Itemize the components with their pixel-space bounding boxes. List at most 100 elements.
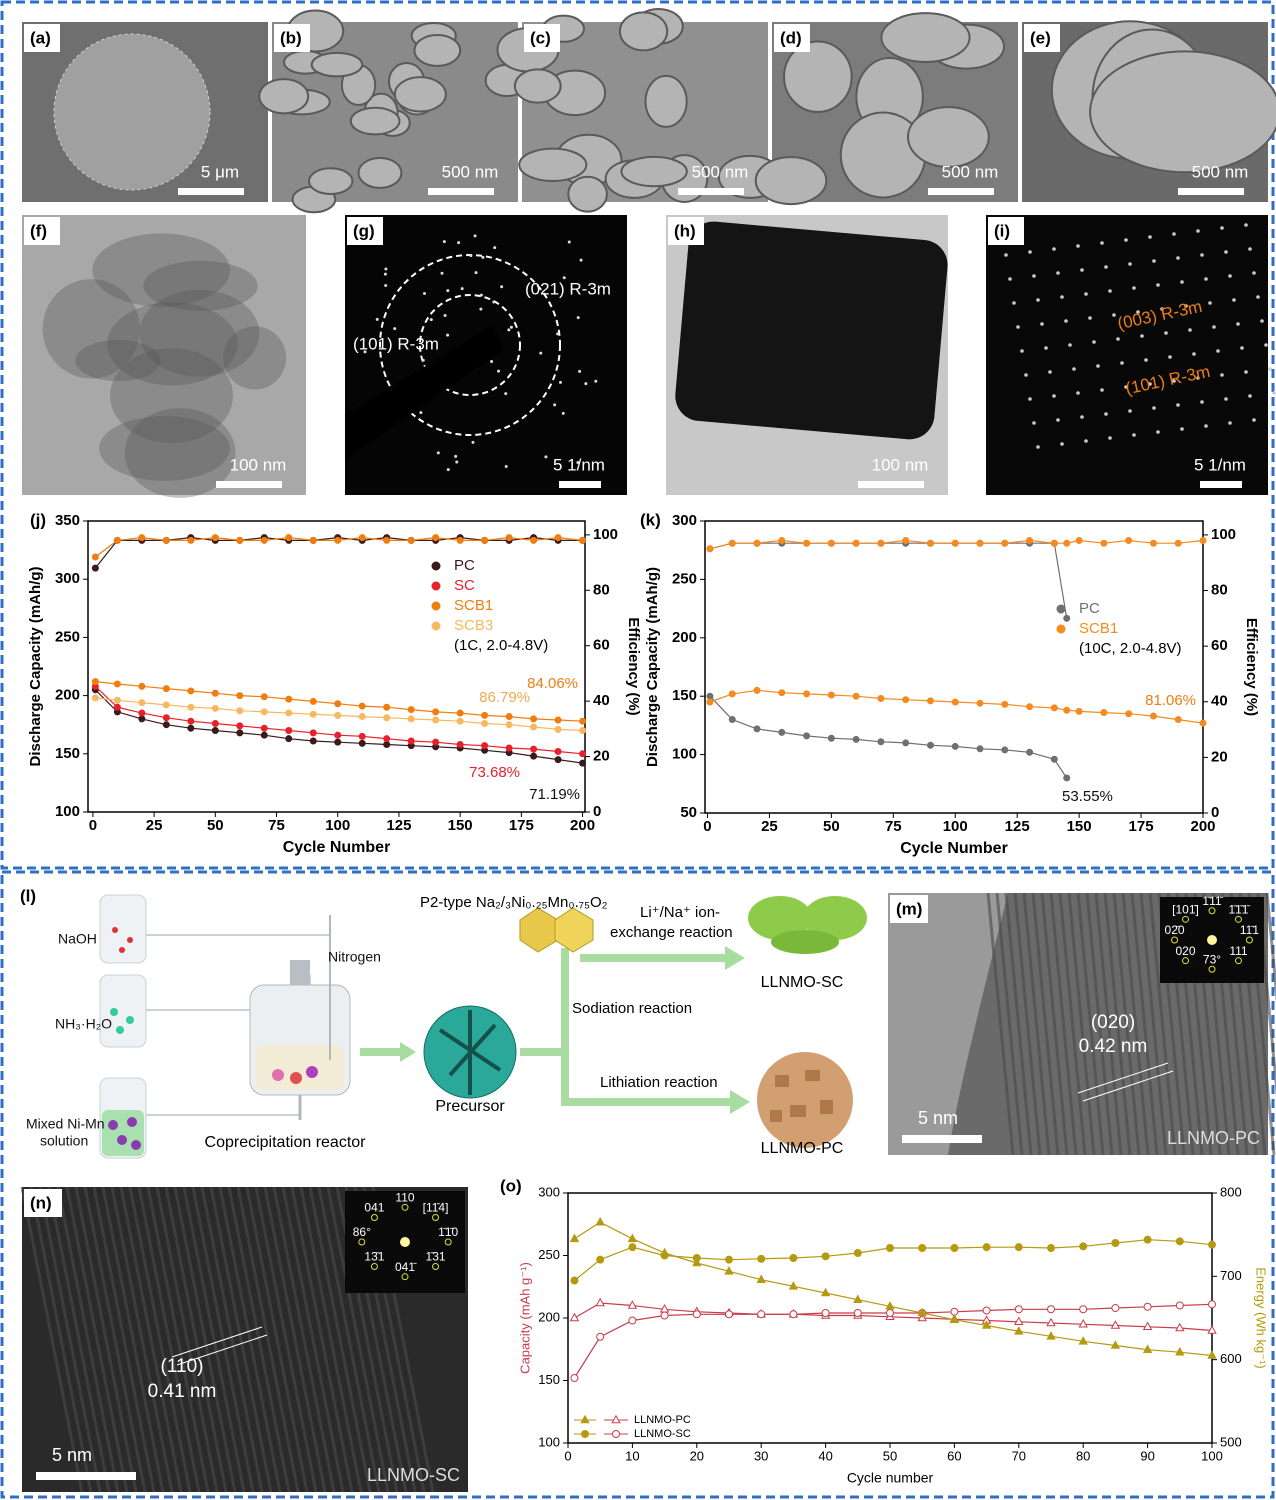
marker xyxy=(139,683,145,689)
marker xyxy=(878,739,884,745)
legend-label: PC xyxy=(454,557,475,574)
marker xyxy=(828,540,834,546)
spot xyxy=(447,468,450,471)
marker xyxy=(555,757,561,763)
marker xyxy=(1015,1244,1022,1251)
annotation: 71.19% xyxy=(529,786,580,803)
marker xyxy=(212,705,218,711)
marker xyxy=(983,1244,990,1251)
fft-index: 73° xyxy=(1203,952,1221,966)
spot xyxy=(1040,322,1044,326)
spot xyxy=(422,359,425,362)
marker xyxy=(693,1255,700,1262)
fft-index: 13̄1 xyxy=(364,1250,384,1264)
legend-label: PC xyxy=(1079,600,1100,617)
panel-label: (i) xyxy=(994,221,1010,240)
y2-tick-label: 60 xyxy=(593,637,610,654)
marker xyxy=(114,697,120,703)
spot xyxy=(437,451,440,454)
spot xyxy=(1244,223,1248,227)
marker xyxy=(822,1253,829,1260)
spot xyxy=(1204,277,1208,281)
marker xyxy=(359,733,365,739)
spot xyxy=(1252,271,1256,275)
marker xyxy=(804,691,810,697)
marker xyxy=(310,738,316,744)
spot xyxy=(1172,232,1176,236)
scale-label: 100 nm xyxy=(230,455,287,474)
marker xyxy=(1209,1301,1216,1308)
marker xyxy=(613,1431,620,1438)
step-label: Li⁺/Na⁺ ion- xyxy=(640,904,720,921)
spot xyxy=(1028,397,1032,401)
marker xyxy=(1112,1240,1119,1247)
marker xyxy=(114,681,120,687)
marker xyxy=(571,1375,578,1382)
marker xyxy=(597,1333,604,1340)
spot xyxy=(1076,391,1080,395)
spot xyxy=(1024,373,1028,377)
scale-bar xyxy=(858,481,924,488)
fft-index: 1̄1̄1̄ xyxy=(1228,902,1250,916)
spot xyxy=(1104,265,1108,269)
marker xyxy=(887,1245,894,1252)
marker xyxy=(726,1311,733,1318)
scale-label: 500 nm xyxy=(1192,162,1249,181)
legend-marker xyxy=(582,1431,589,1438)
y2-tick-label: 0 xyxy=(1211,804,1219,821)
marker xyxy=(531,537,537,543)
marker xyxy=(163,686,169,692)
x-tick-label: 20 xyxy=(690,1448,704,1463)
marker xyxy=(335,537,341,543)
spot xyxy=(1188,328,1192,332)
spot xyxy=(1200,400,1204,404)
marker xyxy=(432,582,440,590)
spot xyxy=(469,254,472,257)
x-tick-label: 150 xyxy=(1067,818,1092,835)
marker xyxy=(951,1308,958,1315)
x-tick-label: 40 xyxy=(818,1448,832,1463)
y-tick-label: 250 xyxy=(538,1247,560,1262)
marker xyxy=(482,743,488,749)
reagent-label: solution xyxy=(40,1133,88,1149)
marker xyxy=(1051,756,1057,762)
marker xyxy=(482,721,488,727)
marker xyxy=(1064,615,1070,621)
marker xyxy=(531,753,537,759)
fft-index: 1̄11̄ xyxy=(1202,894,1223,908)
marker xyxy=(92,679,98,685)
spot xyxy=(376,318,379,321)
marker xyxy=(878,696,884,702)
spot xyxy=(1244,370,1248,374)
marker xyxy=(163,722,169,728)
particle xyxy=(621,157,686,186)
marker xyxy=(804,733,810,739)
marker xyxy=(754,687,760,693)
scale-label: 5 1/nm xyxy=(553,455,605,474)
particle xyxy=(515,69,561,102)
spot xyxy=(1048,370,1052,374)
panel-label: (a) xyxy=(30,28,51,47)
marker xyxy=(433,535,439,541)
scale-label: 5 1/nm xyxy=(1194,455,1246,474)
plane-label: (020) xyxy=(1091,1012,1135,1033)
marker xyxy=(903,537,909,543)
marker xyxy=(261,709,267,715)
y-tick-label: 150 xyxy=(672,687,697,704)
particle xyxy=(351,108,400,135)
marker xyxy=(707,546,713,552)
spot xyxy=(1216,349,1220,353)
scale-bar xyxy=(36,1472,136,1480)
y-tick-label: 100 xyxy=(538,1434,560,1449)
y-tick-label: 50 xyxy=(680,804,697,821)
spot xyxy=(1168,355,1172,359)
spot xyxy=(1036,298,1040,302)
spot xyxy=(1180,280,1184,284)
marker xyxy=(408,716,414,722)
y2-tick-label: 100 xyxy=(1211,526,1236,543)
fft-index: 02̄0 xyxy=(1165,923,1185,937)
spot xyxy=(1156,430,1160,434)
marker xyxy=(310,537,316,543)
spot xyxy=(1256,295,1260,299)
marker xyxy=(707,699,713,705)
